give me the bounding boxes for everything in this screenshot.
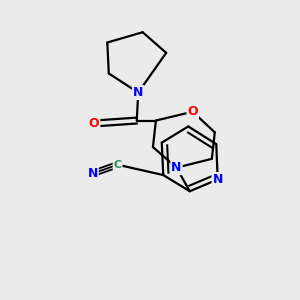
- Text: O: O: [188, 105, 198, 118]
- Text: N: N: [87, 167, 98, 180]
- Text: N: N: [171, 161, 182, 174]
- Text: N: N: [133, 86, 143, 99]
- Text: N: N: [212, 173, 223, 186]
- Text: O: O: [89, 117, 99, 130]
- Text: C: C: [113, 160, 122, 170]
